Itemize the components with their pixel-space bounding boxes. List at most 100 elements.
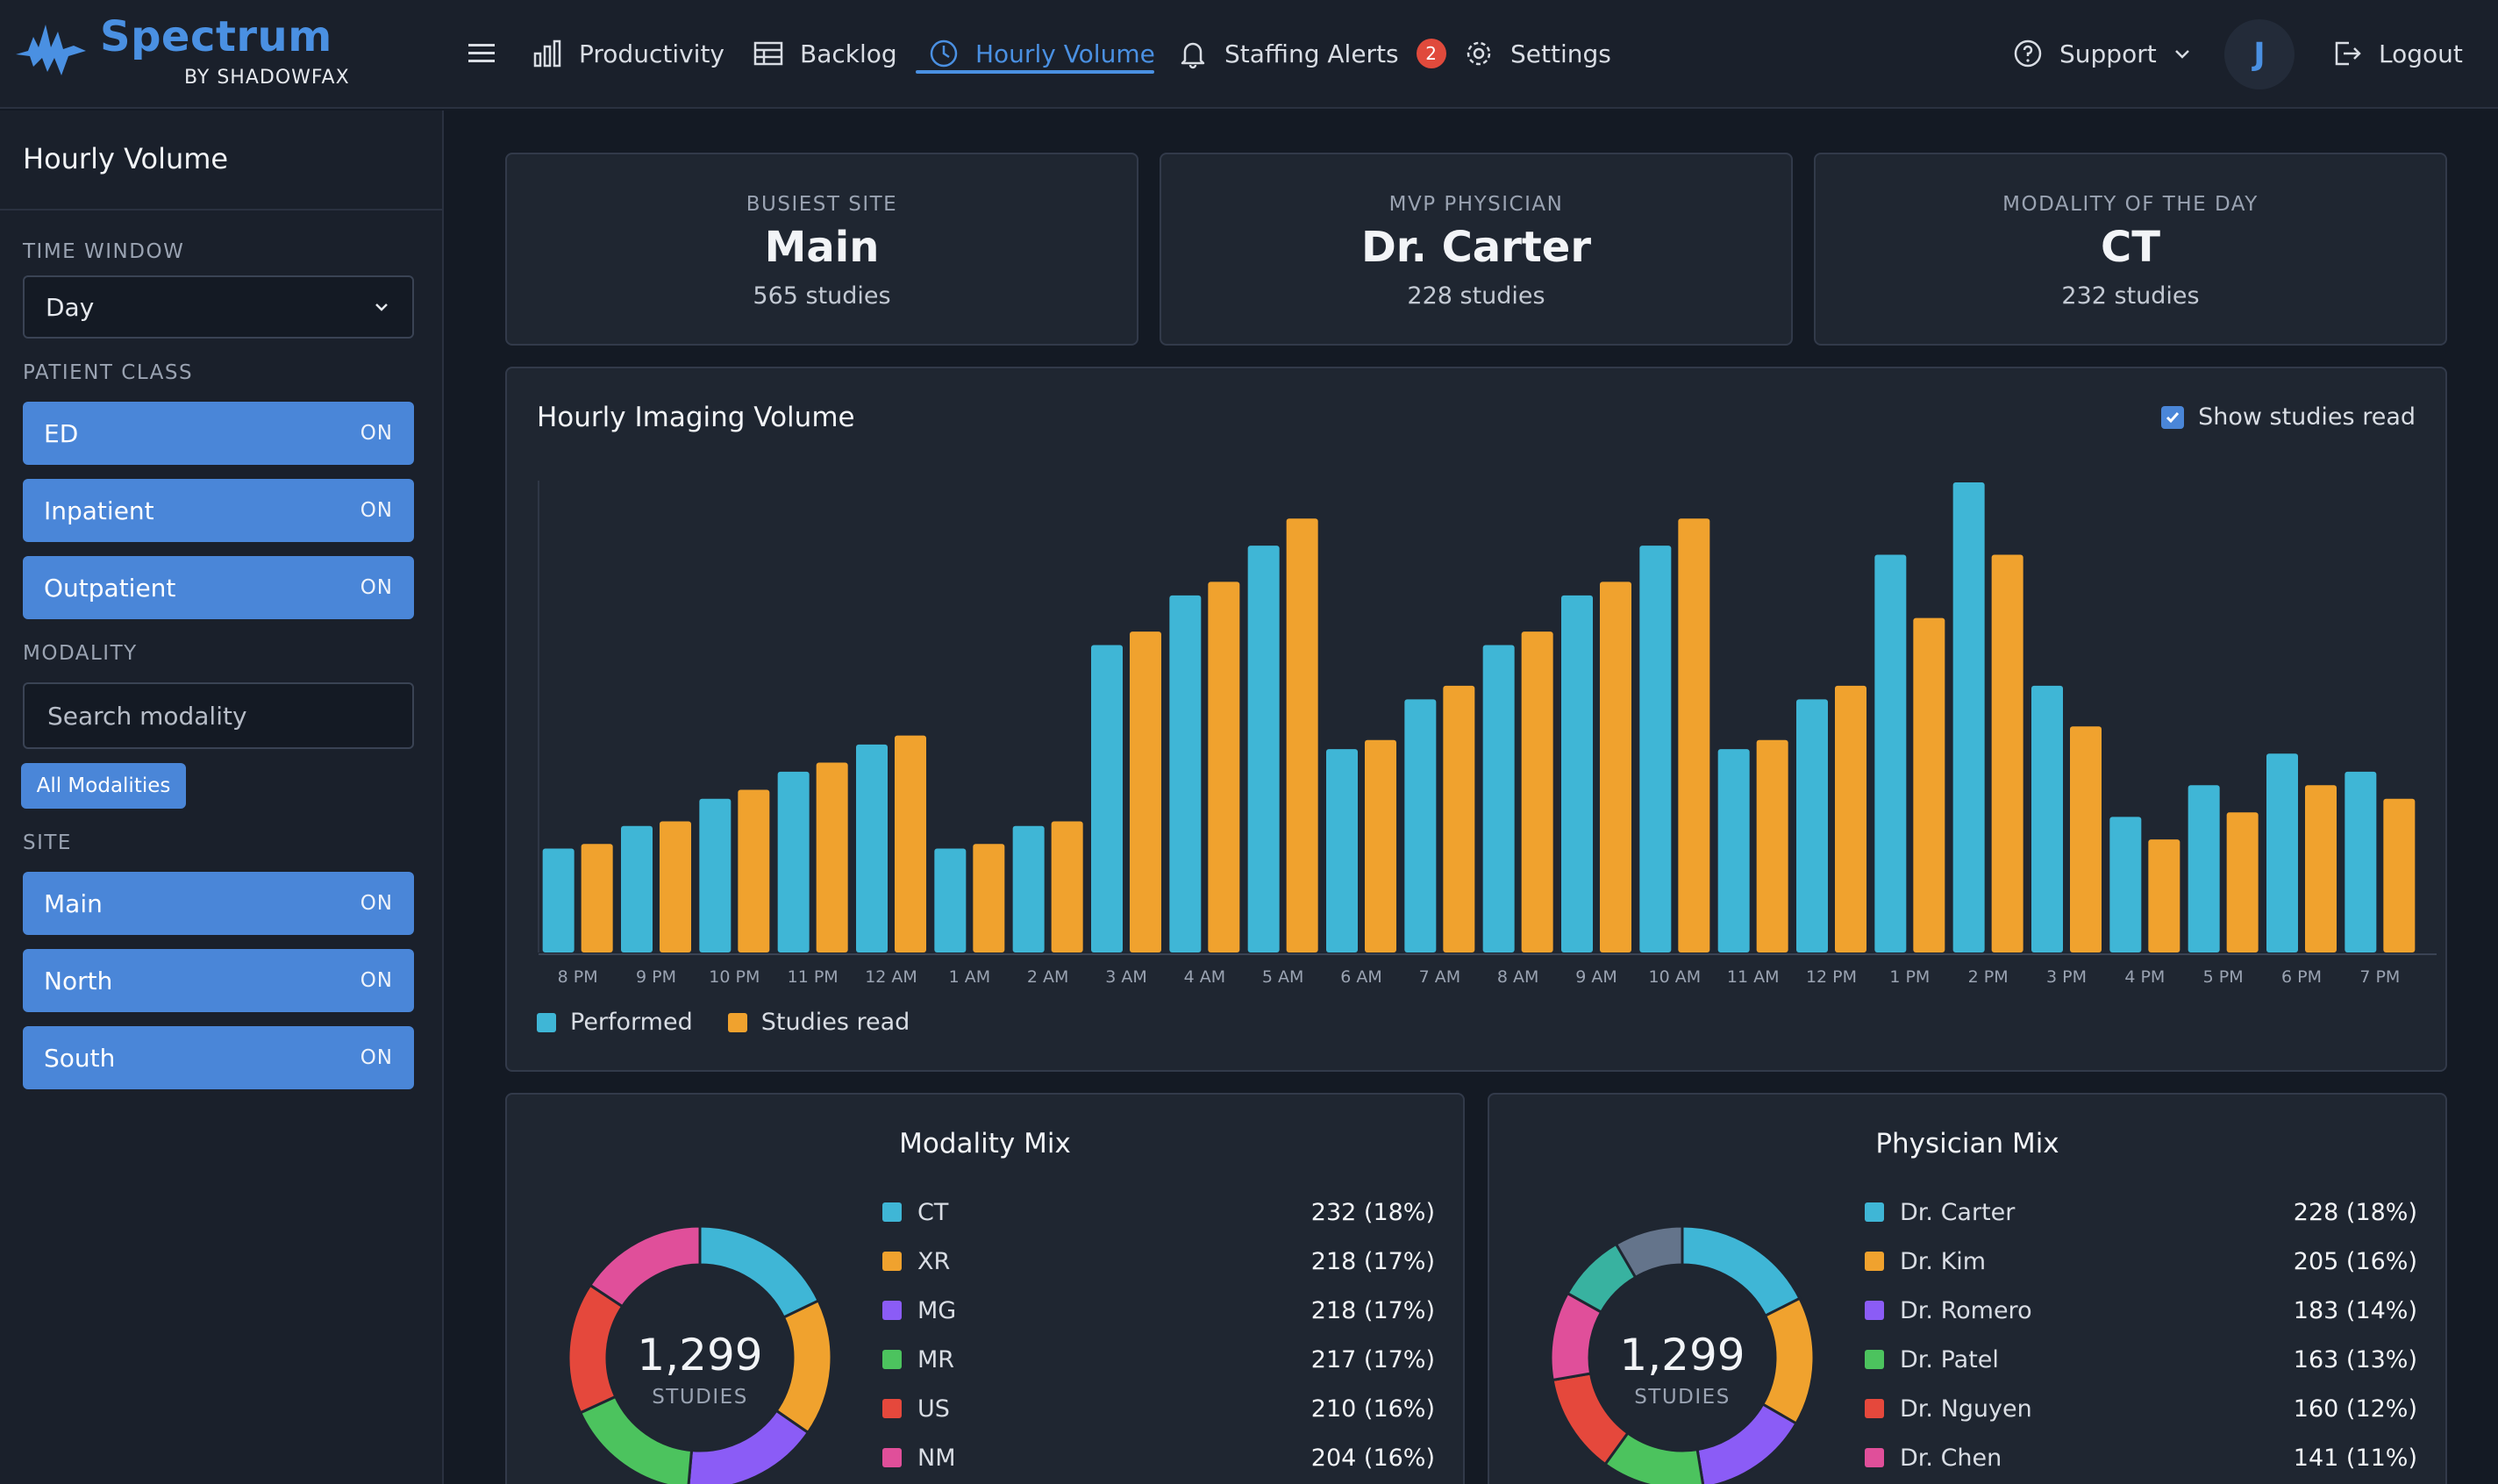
stat-value: CT bbox=[2101, 223, 2160, 272]
bar-performed[interactable] bbox=[2266, 753, 2298, 952]
bar-studies-read[interactable] bbox=[1051, 821, 1083, 952]
patient-class-ed-toggle[interactable]: ED ON bbox=[23, 402, 414, 465]
bar-studies-read[interactable] bbox=[1286, 518, 1318, 952]
list-item: MG 218 (17%) bbox=[882, 1293, 1435, 1328]
donut-total: 1,299 bbox=[637, 1330, 763, 1381]
bar-performed[interactable] bbox=[2188, 785, 2220, 952]
mix-value: 183 (14%) bbox=[2293, 1296, 2417, 1324]
modality-slice[interactable] bbox=[588, 1224, 702, 1309]
brand-subtitle: BY SHADOWFAX bbox=[184, 67, 350, 89]
show-studies-read-checkbox[interactable] bbox=[2161, 405, 2185, 429]
bar-performed[interactable] bbox=[777, 771, 810, 952]
x-tick-label: 1 AM bbox=[949, 967, 991, 987]
nav-backlog[interactable]: Backlog bbox=[753, 32, 897, 75]
bar-performed[interactable] bbox=[699, 798, 732, 952]
physician-slice[interactable] bbox=[1614, 1224, 1684, 1280]
bar-studies-read[interactable] bbox=[2148, 839, 2180, 952]
bar-performed[interactable] bbox=[1169, 595, 1202, 952]
bar-studies-read[interactable] bbox=[1208, 581, 1240, 952]
support-menu[interactable]: Support bbox=[2012, 32, 2192, 75]
site-north-toggle[interactable]: North ON bbox=[23, 949, 414, 1012]
bar-performed[interactable] bbox=[1874, 554, 1907, 952]
bar-studies-read[interactable] bbox=[1913, 617, 1945, 952]
nav-hourly-volume[interactable]: Hourly Volume bbox=[928, 32, 1155, 75]
bar-performed[interactable] bbox=[856, 744, 888, 952]
x-tick-label: 10 PM bbox=[709, 967, 760, 987]
show-studies-read-toggle[interactable]: Show studies read bbox=[2161, 403, 2416, 431]
bar-studies-read[interactable] bbox=[973, 844, 1005, 952]
bar-studies-read[interactable] bbox=[2305, 785, 2337, 952]
modality-slice[interactable] bbox=[687, 1409, 810, 1484]
bar-performed[interactable] bbox=[1091, 645, 1123, 952]
bar-performed[interactable] bbox=[1326, 749, 1358, 952]
legend-swatch bbox=[882, 1399, 902, 1418]
x-tick-label: 4 AM bbox=[1184, 967, 1226, 987]
mix-label: CT bbox=[917, 1198, 949, 1226]
mix-value: 228 (18%) bbox=[2293, 1198, 2417, 1226]
bar-performed[interactable] bbox=[1717, 749, 1750, 952]
patient-class-outpatient-toggle[interactable]: Outpatient ON bbox=[23, 556, 414, 619]
bar-studies-read[interactable] bbox=[2070, 726, 2102, 952]
modality-of-day-card: MODALITY OF THE DAY CT 232 studies bbox=[1814, 153, 2447, 346]
bar-performed[interactable] bbox=[1561, 595, 1593, 952]
bar-studies-read[interactable] bbox=[1365, 739, 1396, 952]
patient-class-inpatient-toggle[interactable]: Inpatient ON bbox=[23, 479, 414, 542]
bar-studies-read[interactable] bbox=[2383, 798, 2416, 952]
hamburger-menu-icon[interactable] bbox=[465, 40, 500, 67]
site-south-toggle[interactable]: South ON bbox=[23, 1026, 414, 1089]
bar-studies-read[interactable] bbox=[1756, 739, 1788, 952]
logout-button[interactable]: Logout bbox=[2331, 32, 2463, 75]
bar-performed[interactable] bbox=[1404, 699, 1437, 952]
stat-value: Main bbox=[764, 223, 880, 272]
bar-performed[interactable] bbox=[1796, 699, 1828, 952]
nav-settings[interactable]: Settings bbox=[1463, 32, 1611, 75]
mvp-physician-card: MVP PHYSICIAN Dr. Carter 228 studies bbox=[1160, 153, 1793, 346]
mix-value: 232 (18%) bbox=[1310, 1198, 1435, 1226]
time-window-select[interactable]: Day bbox=[23, 275, 414, 339]
bar-performed[interactable] bbox=[2031, 685, 2063, 952]
toggle-state: ON bbox=[360, 1046, 393, 1069]
nav-staffing-alerts[interactable]: Staffing Alerts 2 bbox=[1177, 32, 1446, 75]
stat-subtext: 565 studies bbox=[753, 282, 891, 310]
bar-studies-read[interactable] bbox=[1600, 581, 1631, 952]
bar-studies-read[interactable] bbox=[2226, 812, 2259, 952]
bar-performed[interactable] bbox=[934, 848, 967, 952]
mix-value: 218 (17%) bbox=[1310, 1247, 1435, 1275]
bar-performed[interactable] bbox=[2345, 771, 2377, 952]
bar-studies-read[interactable] bbox=[1678, 518, 1710, 952]
bar-performed[interactable] bbox=[542, 848, 575, 952]
bar-studies-read[interactable] bbox=[581, 844, 613, 952]
mix-label: MG bbox=[917, 1296, 957, 1324]
bar-performed[interactable] bbox=[1482, 645, 1515, 952]
bar-studies-read[interactable] bbox=[1443, 685, 1475, 952]
bar-studies-read[interactable] bbox=[738, 789, 770, 952]
bar-studies-read[interactable] bbox=[660, 821, 691, 952]
bar-studies-read[interactable] bbox=[1130, 631, 1161, 952]
user-avatar[interactable]: J bbox=[2224, 19, 2295, 89]
modality-search-input[interactable] bbox=[23, 682, 414, 749]
nav-productivity[interactable]: Productivity bbox=[532, 32, 724, 75]
bar-performed[interactable] bbox=[621, 825, 653, 952]
bar-studies-read[interactable] bbox=[1991, 554, 2023, 952]
brand-name[interactable]: Spectrum bbox=[100, 12, 332, 61]
bar-performed[interactable] bbox=[1247, 546, 1280, 952]
list-item: US 210 (16%) bbox=[882, 1391, 1435, 1426]
legend-performed[interactable]: Performed bbox=[537, 1009, 693, 1036]
all-modalities-button[interactable]: All Modalities bbox=[21, 763, 186, 809]
bar-studies-read[interactable] bbox=[816, 762, 848, 952]
bar-studies-read[interactable] bbox=[1835, 685, 1866, 952]
physician-slice[interactable] bbox=[1695, 1402, 1798, 1484]
bar-performed[interactable] bbox=[1639, 546, 1672, 952]
legend-studies-read[interactable]: Studies read bbox=[727, 1009, 910, 1036]
bar-studies-read[interactable] bbox=[895, 735, 926, 952]
x-tick-label: 10 AM bbox=[1649, 967, 1702, 987]
stat-label: MVP PHYSICIAN bbox=[1388, 193, 1564, 216]
bar-performed[interactable] bbox=[1012, 825, 1045, 952]
stat-subtext: 232 studies bbox=[2061, 282, 2200, 310]
modality-label: MODALITY bbox=[23, 642, 138, 665]
bar-studies-read[interactable] bbox=[1521, 631, 1553, 952]
site-main-toggle[interactable]: Main ON bbox=[23, 872, 414, 935]
bar-performed[interactable] bbox=[2109, 817, 2142, 952]
bar-performed[interactable] bbox=[1952, 482, 1985, 952]
stat-value: Dr. Carter bbox=[1360, 223, 1592, 272]
